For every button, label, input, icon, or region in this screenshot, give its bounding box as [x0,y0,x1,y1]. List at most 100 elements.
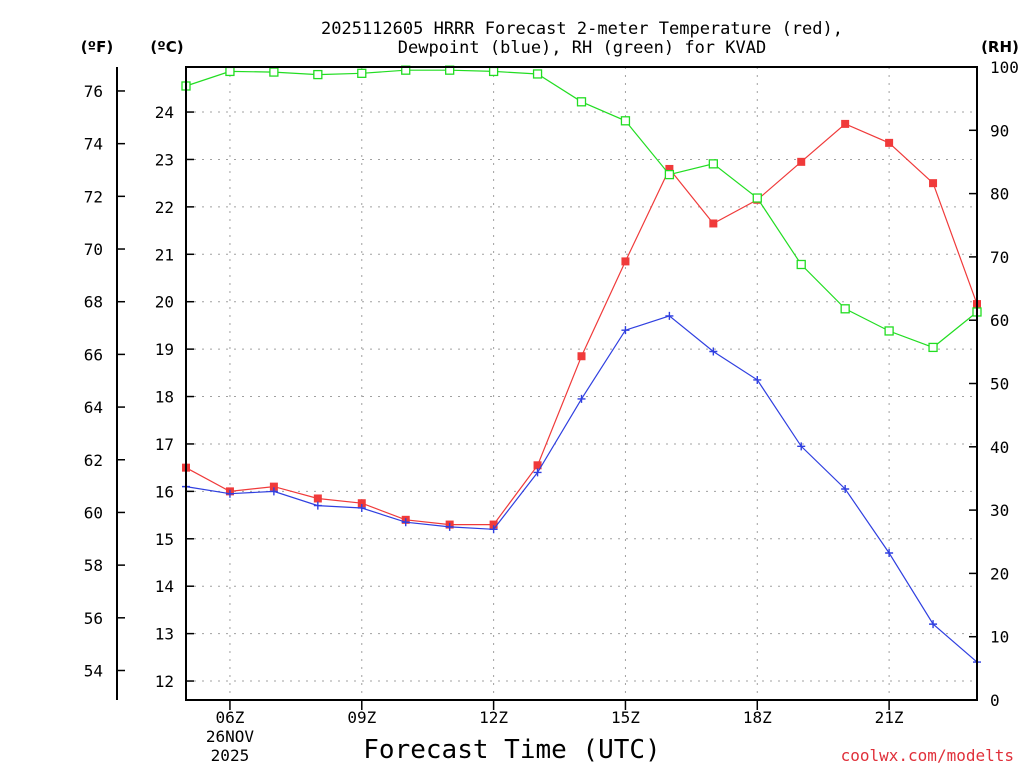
celsius-tick-label: 14 [155,577,174,596]
rh-point [313,69,323,80]
temperature-point [577,352,586,361]
rh-tick-label: 20 [990,564,1009,583]
celsius-tick-label: 19 [155,340,174,359]
rh-tick-label: 60 [990,311,1009,330]
dewpoint-point [401,518,410,527]
tick-layer: 1213141516171819202122232406Z26NOV202509… [84,58,1019,765]
temperature-line [185,123,978,526]
x-axis-title: Forecast Time (UTC) [363,735,660,765]
fahrenheit-tick-label: 56 [84,609,103,628]
celsius-tick-label: 12 [155,672,174,691]
fahrenheit-tick-label: 54 [84,661,103,680]
plot-frame [185,66,978,701]
x-tick-label: 15Z [611,708,640,727]
rh-point [620,116,631,126]
temperature-point [709,219,718,228]
rh-tick-label: 30 [990,501,1009,520]
dewpoint-point [841,485,850,493]
dewpoint-point [621,326,630,335]
rh-point [752,193,762,203]
rh-point [357,68,367,78]
fahrenheit-tick-label: 76 [84,82,103,101]
rh-point [532,69,543,79]
rh-tick-label: 90 [990,121,1009,140]
fahrenheit-tick-label: 58 [84,556,103,575]
dewpoint-line [185,315,978,663]
temperature-point [269,482,278,491]
celsius-tick-label: 13 [155,625,174,644]
x-tick-label: 18Z [743,708,772,727]
rh-point [488,66,499,77]
rh-point [225,66,235,77]
rh-point [928,342,938,353]
celsius-tick-label: 24 [155,103,174,122]
fahrenheit-unit-label: (ºF) [81,38,113,56]
fahrenheit-tick-label: 60 [84,503,103,522]
dewpoint-point [709,347,718,356]
rh-point [796,259,806,270]
temperature-point [665,164,674,173]
dewpoint-point [225,489,234,498]
dewpoint-point [929,620,938,629]
dewpoint-point [357,503,366,512]
rh-point [840,304,850,314]
rh-tick-label: 80 [990,185,1009,204]
dewpoint-point [269,487,278,496]
x-tick-label: 09Z [347,708,376,727]
dewpoint-point [489,525,498,534]
temperature-point [885,138,894,147]
dewpoint-point [313,501,322,510]
temperature-point [929,179,938,188]
x-tick-label: 21Z [875,708,904,727]
dewpoint-point [797,442,806,451]
celsius-tick-label: 15 [155,530,174,549]
x-tick-label: 12Z [479,708,508,727]
x-tick-year: 2025 [211,746,250,765]
celsius-tick-label: 20 [155,293,174,312]
rh-tick-label: 0 [990,691,1000,710]
rh-point [269,67,279,77]
fahrenheit-tick-label: 72 [84,187,103,206]
rh-point [664,169,675,180]
temperature-point [621,257,630,266]
fahrenheit-tick-label: 64 [84,398,103,417]
temperature-point [533,461,542,470]
rh-point [884,326,894,336]
rh-unit-label: (RH) [981,38,1019,56]
credit-text: coolwx.com/modelts [841,746,1014,765]
fahrenheit-tick-label: 74 [84,135,103,154]
celsius-tick-label: 21 [155,245,174,264]
dewpoint-point [445,522,454,531]
grid-layer [186,67,977,700]
fahrenheit-tick-label: 70 [84,240,103,259]
dewpoint-point [885,549,894,558]
celsius-tick-label: 16 [155,482,174,501]
fahrenheit-tick-label: 68 [84,293,103,312]
temperature-point [357,499,366,508]
chart-title-line1: 2025112605 HRRR Forecast 2-meter Tempera… [321,19,843,39]
dewpoint-point [533,468,542,477]
dewpoint-point [753,375,762,384]
rh-tick-label: 50 [990,375,1009,394]
rh-point [708,159,718,169]
chart-title-line2: Dewpoint (blue), RH (green) for KVAD [398,38,766,58]
celsius-tick-label: 17 [155,435,174,454]
temperature-point [841,119,850,128]
dewpoint-point [665,311,674,320]
fahrenheit-tick-label: 66 [84,345,103,364]
temperature-point [797,157,806,166]
temperature-point [489,520,498,529]
x-tick-label: 06Z [215,708,244,727]
x-tick-date: 26NOV [206,727,255,746]
celsius-tick-label: 22 [155,198,174,217]
series-layer [181,65,982,667]
celsius-tick-label: 23 [155,150,174,169]
rh-tick-label: 10 [990,628,1009,647]
dewpoint-point [577,394,586,403]
fahrenheit-tick-label: 62 [84,451,103,470]
rh-tick-label: 100 [990,58,1019,77]
rh-point [576,97,587,107]
celsius-unit-label: (ºC) [150,38,183,56]
rh-tick-label: 40 [990,438,1009,457]
